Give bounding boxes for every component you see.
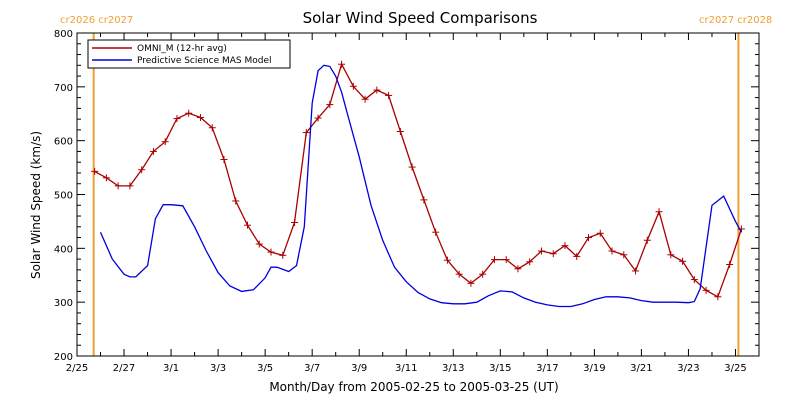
legend-box bbox=[87, 39, 291, 69]
omni-data-point bbox=[91, 167, 99, 175]
x-tick-label: 3/15 bbox=[489, 363, 511, 374]
omni-data-point bbox=[408, 163, 416, 171]
x-tick-label: 3/1 bbox=[163, 363, 179, 374]
omni-data-point bbox=[126, 182, 134, 190]
omni-data-point bbox=[537, 247, 545, 255]
x-tick-label: 3/23 bbox=[677, 363, 699, 374]
x-tick-label: 3/25 bbox=[724, 363, 746, 374]
omni-data-point bbox=[467, 279, 475, 287]
omni-data-point bbox=[161, 138, 169, 146]
omni-data-point bbox=[138, 166, 146, 174]
omni-data-point bbox=[490, 256, 498, 264]
omni-data-point bbox=[102, 174, 110, 182]
omni-data-point bbox=[385, 91, 393, 99]
x-tick-label: 3/9 bbox=[351, 363, 367, 374]
x-tick-label: 3/21 bbox=[630, 363, 652, 374]
omni-data-point bbox=[690, 276, 698, 284]
omni-data-point bbox=[443, 256, 451, 264]
omni-data-point bbox=[149, 147, 157, 155]
chart-title: Solar Wind Speed Comparisons bbox=[303, 9, 538, 27]
omni-data-point bbox=[620, 251, 628, 259]
omni-data-point bbox=[573, 252, 581, 260]
carrington-boundaries bbox=[92, 33, 740, 356]
x-tick-label: 3/19 bbox=[583, 363, 605, 374]
y-tick-label: 400 bbox=[54, 244, 73, 255]
omni-data-point bbox=[655, 208, 663, 216]
omni-data-point bbox=[632, 267, 640, 275]
omni-series-line bbox=[94, 62, 743, 298]
x-tick-label: 3/5 bbox=[257, 363, 273, 374]
cr-label-left: cr2026 cr2027 bbox=[60, 15, 133, 26]
plot-frame bbox=[76, 32, 760, 357]
omni-data-point bbox=[326, 101, 334, 109]
y-tick-label: 800 bbox=[54, 29, 73, 40]
omni-data-point bbox=[585, 234, 592, 242]
omni-data-point bbox=[255, 240, 263, 248]
omni-data-point bbox=[608, 247, 616, 255]
x-tick-label: 3/17 bbox=[536, 363, 558, 374]
x-tick-label: 3/13 bbox=[442, 363, 464, 374]
model-series-line bbox=[99, 64, 742, 308]
x-axis-label: Month/Day from 2005-02-25 to 2005-03-25 … bbox=[269, 380, 558, 394]
cr-label-right: cr2027 cr2028 bbox=[699, 15, 772, 26]
omni-data-point bbox=[667, 251, 675, 259]
omni-data-point bbox=[302, 129, 310, 137]
omni-data-point bbox=[314, 114, 322, 122]
plot-axes: 2/25 2/27 3/1 3/3 3/5 3/7 3/9 3/11 3/13 3/15 3/17 3… bbox=[54, 29, 760, 374]
y-tick-label: 200 bbox=[54, 352, 73, 363]
omni-data-point bbox=[279, 251, 287, 259]
series-layer bbox=[91, 60, 745, 308]
omni-data-point bbox=[396, 128, 404, 136]
y-tick-label: 600 bbox=[54, 137, 73, 148]
omni-data-point bbox=[726, 260, 734, 268]
y-tick-label: 500 bbox=[54, 191, 73, 202]
omni-data-point bbox=[173, 115, 181, 123]
omni-data-point bbox=[455, 270, 463, 278]
y-tick-label: 700 bbox=[54, 83, 73, 94]
omni-data-point bbox=[526, 258, 534, 266]
omni-data-point bbox=[502, 256, 510, 264]
x-tick-label: 3/7 bbox=[304, 363, 320, 374]
omni-data-point bbox=[291, 218, 299, 226]
omni-data-point bbox=[114, 182, 122, 190]
omni-data-point bbox=[643, 236, 651, 244]
omni-data-point bbox=[420, 196, 428, 204]
x-tick-label: 2/27 bbox=[113, 363, 135, 374]
omni-data-point bbox=[361, 95, 369, 103]
omni-data-point bbox=[220, 156, 228, 164]
omni-data-point bbox=[338, 60, 346, 68]
omni-data-point bbox=[349, 82, 357, 90]
omni-data-point bbox=[196, 114, 204, 122]
omni-data-point bbox=[244, 221, 251, 229]
omni-data-point bbox=[479, 270, 487, 278]
x-tick-label: 3/11 bbox=[395, 363, 417, 374]
legend-label-omni: OMNI_M (12-hr avg) bbox=[137, 44, 227, 54]
x-tick-label: 2/25 bbox=[66, 363, 88, 374]
omni-data-point bbox=[267, 248, 275, 256]
omni-data-point bbox=[596, 229, 604, 237]
omni-data-point bbox=[514, 265, 522, 273]
omni-data-point bbox=[561, 242, 569, 250]
omni-data-point bbox=[702, 286, 710, 294]
omni-data-point bbox=[373, 86, 381, 94]
legend-label-model: Predictive Science MAS Model bbox=[137, 56, 272, 66]
omni-data-point bbox=[208, 124, 216, 132]
omni-data-point bbox=[714, 293, 722, 301]
omni-data-point bbox=[232, 197, 240, 205]
omni-data-point bbox=[549, 250, 557, 258]
omni-data-point bbox=[432, 228, 440, 236]
y-axis-label: Solar Wind Speed (km/s) bbox=[29, 131, 43, 279]
omni-data-point bbox=[185, 109, 193, 117]
legend: OMNI_M (12-hr avg) Predictive Science MA… bbox=[87, 39, 291, 69]
y-tick-label: 300 bbox=[54, 298, 73, 309]
x-tick-label: 3/3 bbox=[210, 363, 226, 374]
omni-data-point bbox=[679, 257, 687, 265]
